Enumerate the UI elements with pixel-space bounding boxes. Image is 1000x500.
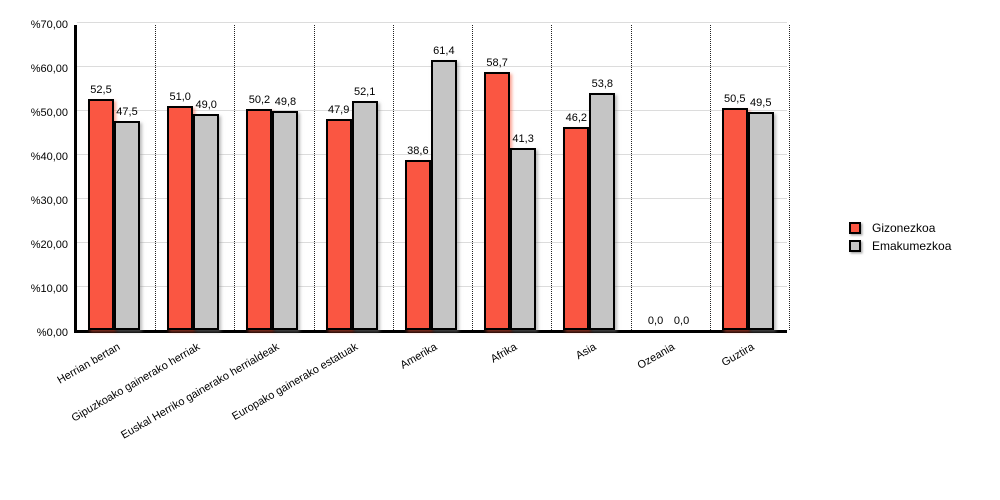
category-separator (709, 25, 711, 330)
category-separator (551, 25, 553, 330)
y-axis-tick-label: %30,00 (30, 195, 68, 207)
value-label-gizonezkoa: 52,5 (90, 84, 112, 96)
x-axis-category-label: Afrika (488, 341, 519, 366)
category-separator (392, 25, 394, 330)
bar-gizonezkoa (721, 107, 748, 330)
x-axis-category-label: Ozeania (635, 341, 678, 372)
bar-emakumezkoa (589, 93, 616, 330)
legend-swatch-gizonezkoa (849, 222, 861, 234)
category-separator (313, 25, 315, 330)
x-axis-labels: Herrian bertan Gipuzkoako gainerako herri… (56, 341, 790, 496)
value-label-emakumezkoa: 52,1 (353, 85, 376, 98)
legend-item: Emakumezkoa (849, 237, 951, 255)
bar-gizonezkoa (246, 109, 273, 330)
bar-emakumezkoa (351, 100, 378, 330)
bar-gizonezkoa (563, 126, 590, 330)
category-separator (155, 25, 157, 330)
value-label-emakumezkoa: 0,0 (673, 315, 690, 327)
y-axis-tick-label: %0,00 (36, 327, 68, 339)
legend-item: Gizonezkoa (849, 219, 951, 237)
x-axis-category-label: Europako gainerako estatuak (230, 341, 361, 423)
bar-gizonezkoa (88, 99, 114, 330)
value-label-emakumezkoa: 49,5 (750, 97, 772, 110)
value-label-gizonezkoa: 51,0 (169, 90, 191, 103)
value-label-gizonezkoa: 38,6 (407, 145, 429, 158)
legend-label: Gizonezkoa (872, 221, 936, 235)
plot-area: 52,5 47,5 51,0 49,0 50,2 49,8 47,9 52,1 38,6 61,4… (74, 22, 790, 333)
bar-emakumezkoa (510, 148, 537, 330)
bar-emakumezkoa (272, 110, 299, 330)
value-label-gizonezkoa: 50,5 (724, 92, 746, 105)
legend: Gizonezkoa Emakumezkoa (849, 219, 951, 255)
y-axis-tick-label: %50,00 (30, 107, 68, 119)
category-separator (630, 25, 632, 330)
category-separator (789, 25, 790, 330)
bar-gizonezkoa (404, 160, 431, 330)
value-label-emakumezkoa: 41,3 (512, 133, 534, 146)
bar-gizonezkoa (484, 71, 511, 330)
category-separator (234, 25, 236, 330)
value-label-gizonezkoa: 46,2 (565, 111, 588, 124)
bar-emakumezkoa (193, 114, 220, 330)
legend-swatch-emakumezkoa (849, 240, 861, 252)
y-axis-tick-label: %10,00 (30, 283, 68, 295)
x-axis-category-label: Amerika (398, 341, 440, 372)
x-axis-category-label: Gipuzkoako gainerako herriak (69, 341, 202, 425)
y-axis-tick-label: %70,00 (30, 19, 68, 31)
value-label-gizonezkoa: 47,9 (327, 104, 350, 117)
value-label-gizonezkoa: 58,7 (486, 56, 508, 69)
value-label-emakumezkoa: 49,0 (195, 99, 217, 112)
x-axis-category-label: Euskal Herriko gainerako herrialdeak (118, 341, 282, 442)
bar-emakumezkoa (430, 59, 457, 330)
category-separator (472, 25, 474, 330)
value-label-emakumezkoa: 49,8 (274, 95, 297, 108)
y-axis-tick-label: %40,00 (30, 151, 68, 163)
value-label-gizonezkoa: 50,2 (248, 94, 271, 107)
y-axis-tick-label: %60,00 (30, 63, 68, 75)
bar-emakumezkoa (747, 112, 774, 330)
gridline (77, 22, 787, 23)
value-label-emakumezkoa: 53,8 (591, 78, 614, 91)
value-label-gizonezkoa: 0,0 (647, 315, 664, 327)
x-axis-category-label: Herrian bertan (55, 341, 123, 387)
x-axis-category-label: Asia (573, 341, 598, 363)
legend-label: Emakumezkoa (872, 239, 952, 253)
x-axis-category-label: Guztira (719, 341, 757, 370)
y-axis-tick-label: %20,00 (30, 239, 68, 251)
value-label-emakumezkoa: 61,4 (433, 44, 455, 57)
bar-gizonezkoa (167, 105, 194, 330)
value-label-emakumezkoa: 47,5 (116, 106, 138, 118)
bar-gizonezkoa (325, 119, 352, 330)
bar-emakumezkoa (114, 121, 140, 330)
